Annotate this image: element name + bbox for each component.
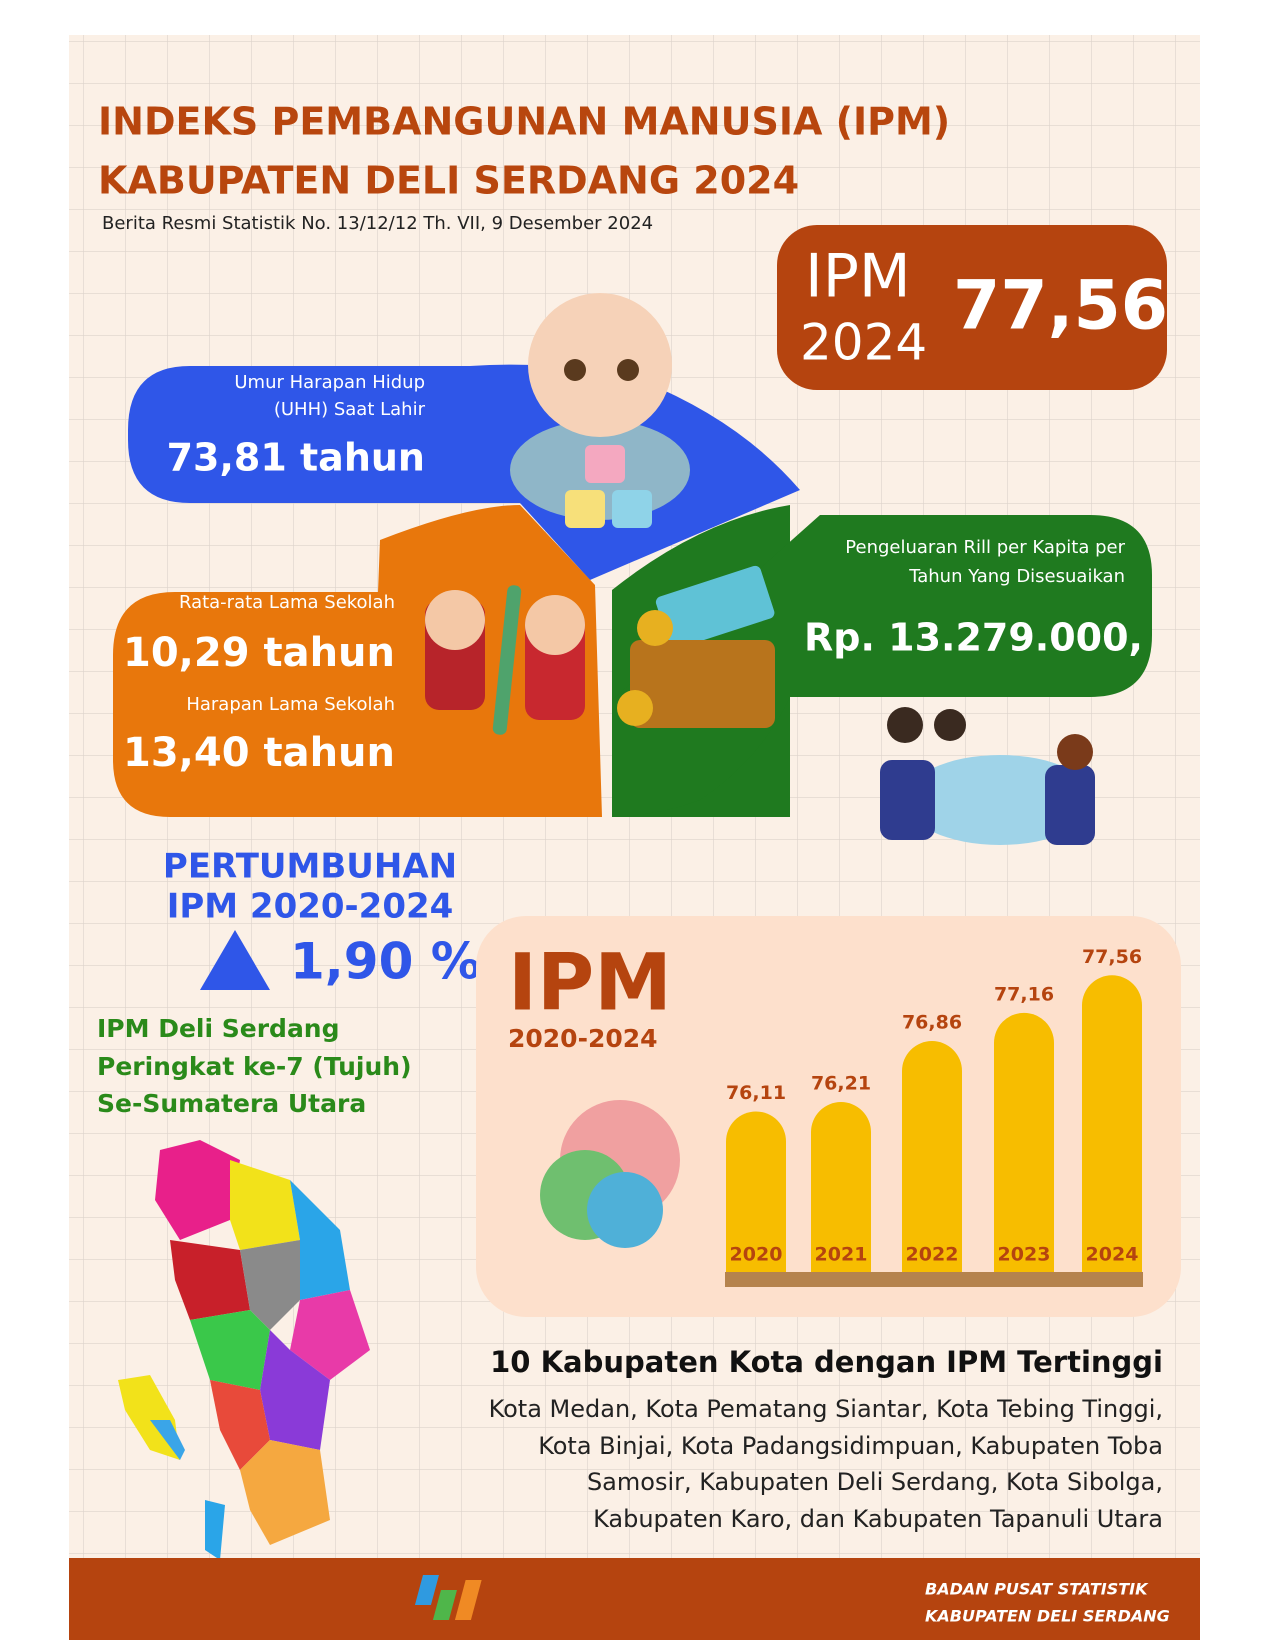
top10-text: Samosir, Kabupaten Deli Serdang, Kota Si… bbox=[587, 1468, 1163, 1496]
expenditure-label: Pengeluaran Rill per Kapita per bbox=[845, 537, 1125, 558]
subtitle: Berita Resmi Statistik No. 13/12/12 Th. … bbox=[102, 213, 653, 234]
baby-eye bbox=[564, 359, 586, 381]
region bbox=[155, 1140, 240, 1240]
rank-text: Se-Sumatera Utara bbox=[97, 1089, 366, 1118]
kid-head bbox=[525, 595, 585, 655]
region bbox=[290, 1290, 370, 1380]
title: KABUPATEN DELI SERDANG 2024 bbox=[98, 159, 799, 203]
chair bbox=[880, 760, 935, 840]
bar bbox=[902, 1041, 962, 1272]
bars: 76,11 2020 76,21 2021 76,86 2022 77,16 2023 77,5… bbox=[726, 946, 1142, 1272]
region bbox=[230, 1160, 300, 1250]
person bbox=[934, 709, 966, 741]
hls-label: Harapan Lama Sekolah bbox=[186, 694, 395, 715]
footer-text: BADAN PUSAT STATISTIK bbox=[925, 1580, 1149, 1599]
region bbox=[150, 1420, 185, 1460]
kid-head bbox=[425, 590, 485, 650]
logo-part bbox=[432, 1590, 457, 1620]
logo-part bbox=[454, 1580, 482, 1620]
block bbox=[612, 490, 652, 528]
value-label: 77,56 bbox=[1082, 946, 1142, 968]
region bbox=[240, 1240, 300, 1330]
logo-part bbox=[414, 1575, 439, 1605]
rank-text: IPM Deli Serdang bbox=[97, 1014, 340, 1043]
x-tick-label: 2022 bbox=[906, 1244, 959, 1266]
x-tick-label: 2023 bbox=[998, 1244, 1051, 1266]
top10-title: 10 Kabupaten Kota dengan IPM Tertinggi bbox=[490, 1345, 1163, 1379]
region bbox=[290, 1180, 350, 1300]
top10-text: Kota Binjai, Kota Padangsidimpuan, Kabup… bbox=[538, 1432, 1163, 1460]
top10-text: Kabupaten Karo, dan Kabupaten Tapanuli U… bbox=[593, 1505, 1163, 1533]
chart-subtitle: 2020-2024 bbox=[508, 1024, 658, 1053]
uhh-value: 73,81 tahun bbox=[167, 436, 425, 480]
map bbox=[118, 1140, 370, 1560]
ipm-year: 2024 bbox=[800, 314, 927, 372]
expenditure-label: Tahun Yang Disesuaikan bbox=[908, 566, 1125, 587]
title: INDEKS PEMBANGUNAN MANUSIA (IPM) bbox=[98, 100, 950, 144]
x-tick-label: 2021 bbox=[815, 1244, 868, 1266]
value-label: 76,11 bbox=[726, 1082, 786, 1104]
ipm-value: 77,56 bbox=[953, 267, 1168, 346]
up-arrow bbox=[200, 930, 270, 990]
baby-head bbox=[528, 293, 672, 437]
region bbox=[170, 1240, 250, 1320]
uhh-label: Umur Harapan Hidup bbox=[234, 372, 425, 393]
bar bbox=[1082, 975, 1142, 1272]
region bbox=[240, 1440, 330, 1545]
value-label: 76,86 bbox=[902, 1012, 962, 1034]
top10-text: Kota Medan, Kota Pematang Siantar, Kota … bbox=[489, 1395, 1163, 1423]
person bbox=[887, 707, 923, 743]
person bbox=[1057, 734, 1093, 770]
region bbox=[260, 1330, 330, 1450]
region bbox=[190, 1310, 270, 1390]
block bbox=[565, 490, 605, 528]
rank-text: Peringkat ke-7 (Tujuh) bbox=[97, 1052, 412, 1081]
coin bbox=[637, 610, 673, 646]
rls-label: Rata-rata Lama Sekolah bbox=[179, 592, 395, 613]
block bbox=[585, 445, 625, 483]
coin bbox=[617, 690, 653, 726]
rls-value: 10,29 tahun bbox=[123, 630, 395, 676]
growth-title: IPM 2020-2024 bbox=[167, 887, 454, 927]
baby-eye bbox=[617, 359, 639, 381]
wallet bbox=[630, 640, 775, 728]
puzzle bbox=[587, 1172, 663, 1248]
bar bbox=[811, 1102, 871, 1272]
footer-text: KABUPATEN DELI SERDANG bbox=[925, 1607, 1170, 1626]
ipm-box bbox=[777, 225, 1167, 390]
value-label: 77,16 bbox=[994, 983, 1054, 1005]
expenditure-value: Rp. 13.279.000, bbox=[804, 616, 1143, 660]
bar bbox=[726, 1111, 786, 1272]
uhh-label: (UHH) Saat Lahir bbox=[274, 399, 426, 420]
banknote bbox=[655, 565, 775, 650]
chart-title: IPM bbox=[508, 938, 672, 1028]
chart-base bbox=[725, 1272, 1143, 1287]
chair bbox=[1045, 765, 1095, 845]
x-tick-label: 2020 bbox=[730, 1244, 783, 1266]
logo bbox=[414, 1575, 482, 1620]
bar bbox=[994, 1012, 1054, 1272]
growth-value: 1,90 % bbox=[290, 933, 481, 991]
region bbox=[210, 1380, 270, 1470]
region bbox=[205, 1500, 225, 1560]
pencil bbox=[492, 585, 522, 735]
education-panel bbox=[113, 505, 602, 817]
hls-value: 13,40 tahun bbox=[123, 730, 395, 776]
growth-title: PERTUMBUHAN bbox=[163, 847, 457, 887]
value-label: 76,21 bbox=[811, 1073, 871, 1095]
footer bbox=[69, 1558, 1200, 1640]
x-tick-label: 2024 bbox=[1086, 1244, 1139, 1266]
ipm-label: IPM bbox=[805, 242, 911, 312]
